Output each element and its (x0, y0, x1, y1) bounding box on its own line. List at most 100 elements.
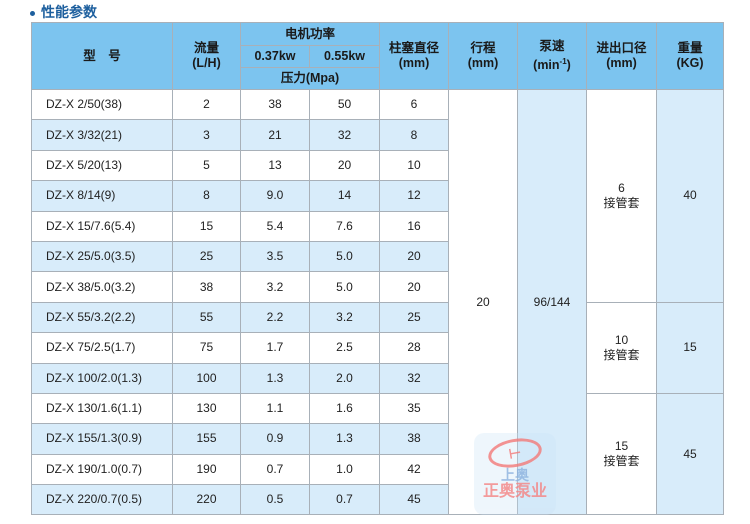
cell-plunger: 10 (379, 149, 449, 182)
cell-flow: 5 (172, 149, 241, 182)
table-row: DZ-X 5/20(13) 5 13 20 10 (31, 149, 724, 182)
header-flow: 流量 (L/H) (172, 22, 241, 90)
table-row: DZ-X 190/1.0(0.7) 190 0.7 1.0 42 (31, 453, 724, 486)
cell-pressure-055: 5.0 (309, 240, 380, 273)
cell-flow: 220 (172, 484, 241, 516)
cell-pressure-055: 1.6 (309, 392, 380, 425)
cell-model: DZ-X 3/32(21) (31, 119, 173, 151)
cell-plunger: 38 (379, 423, 449, 455)
cell-plunger: 20 (379, 271, 449, 303)
cell-plunger: 35 (379, 392, 449, 425)
cell-plunger: 8 (379, 119, 449, 151)
cell-model: DZ-X 220/0.7(0.5) (31, 484, 173, 516)
cell-flow: 155 (172, 423, 241, 455)
cell-flow: 55 (172, 301, 241, 334)
cell-plunger: 25 (379, 301, 449, 334)
cell-pressure-037: 1.1 (240, 392, 310, 425)
cell-model: DZ-X 55/3.2(2.2) (31, 301, 173, 334)
cell-model: DZ-X 2/50(38) (31, 88, 173, 121)
table-row: DZ-X 75/2.5(1.7) 75 1.7 2.5 28 (31, 332, 724, 364)
header-plunger: 柱塞直径 (mm) (379, 22, 449, 90)
cell-plunger: 28 (379, 332, 449, 364)
bullet-icon (30, 10, 35, 16)
logo-icon: ⊢ (485, 434, 545, 472)
cell-flow: 130 (172, 392, 241, 425)
header-pressure: 压力(Mpa) (240, 67, 380, 90)
cell-model: DZ-X 130/1.6(1.1) (31, 392, 173, 425)
cell-pressure-055: 3.2 (309, 301, 380, 334)
cell-model: DZ-X 190/1.0(0.7) (31, 453, 173, 486)
cell-model: DZ-X 15/7.6(5.4) (31, 210, 173, 242)
cell-pressure-055: 32 (309, 119, 380, 151)
table-row: DZ-X 15/7.6(5.4) 15 5.4 7.6 16 (31, 210, 724, 242)
cell-model: DZ-X 75/2.5(1.7) (31, 332, 173, 364)
cell-flow: 3 (172, 119, 241, 151)
cell-pressure-037: 0.9 (240, 423, 310, 455)
cell-weight: 15 (656, 301, 724, 394)
table-row: DZ-X 55/3.2(2.2) 55 2.2 3.2 25 10 接管套 15 (31, 301, 724, 394)
header-weight: 重量 (KG) (656, 22, 724, 90)
cell-pressure-055: 1.3 (309, 423, 380, 455)
cell-plunger: 16 (379, 210, 449, 242)
table-row: DZ-X 8/14(9) 8 9.0 14 12 (31, 180, 724, 212)
cell-flow: 190 (172, 453, 241, 486)
cell-pressure-055: 14 (309, 180, 380, 212)
cell-plunger: 32 (379, 362, 449, 394)
cell-pressure-055: 20 (309, 149, 380, 182)
header-speed: 泵速 (min-1) (517, 22, 587, 90)
cell-port: 6 接管套 (586, 89, 657, 303)
cell-pressure-037: 0.5 (240, 484, 310, 516)
cell-model: DZ-X 155/1.3(0.9) (31, 423, 173, 455)
header-port: 进出口径 (mm) (586, 22, 657, 90)
cell-pressure-037: 13 (240, 149, 310, 182)
cell-pressure-055: 0.7 (309, 484, 380, 516)
section-title: 性能参数 (30, 2, 97, 22)
cell-plunger: 42 (379, 453, 449, 486)
cell-plunger: 45 (379, 484, 449, 516)
cell-plunger: 20 (379, 240, 449, 273)
cell-port: 15 接管套 (586, 392, 657, 516)
cell-plunger: 6 (379, 88, 449, 121)
cell-pressure-037: 3.2 (240, 271, 310, 303)
cell-pressure-037: 21 (240, 119, 310, 151)
cell-pressure-037: 0.7 (240, 453, 310, 486)
cell-plunger: 12 (379, 180, 449, 212)
cell-flow: 38 (172, 271, 241, 303)
cell-model: DZ-X 38/5.0(3.2) (31, 271, 173, 303)
table-row: DZ-X 2/50(38) 2 38 50 6 20 96/144 6 接管套 40 (31, 88, 724, 516)
cell-model: DZ-X 8/14(9) (31, 180, 173, 212)
cell-pressure-055: 7.6 (309, 210, 380, 242)
cell-pressure-037: 38 (240, 88, 310, 121)
cell-pressure-055: 1.0 (309, 453, 380, 486)
watermark-logo: ⊢ 上奥 正奥泵业 (474, 433, 556, 515)
table-row: DZ-X 100/2.0(1.3) 100 1.3 2.0 32 (31, 362, 724, 394)
cell-port: 10 接管套 (586, 301, 657, 394)
cell-pressure-037: 1.3 (240, 362, 310, 394)
cell-pressure-055: 50 (309, 88, 380, 121)
table-row: DZ-X 3/32(21) 3 21 32 8 (31, 119, 724, 151)
cell-pressure-037: 5.4 (240, 210, 310, 242)
cell-flow: 8 (172, 180, 241, 212)
table-row: DZ-X 220/0.7(0.5) 220 0.5 0.7 45 (31, 484, 724, 516)
header-037kw: 0.37kw (240, 45, 310, 68)
table-row: DZ-X 130/1.6(1.1) 130 1.1 1.6 35 15 接管套 45 (31, 392, 724, 516)
cell-pressure-037: 3.5 (240, 240, 310, 273)
cell-pressure-055: 2.5 (309, 332, 380, 364)
cell-pressure-037: 9.0 (240, 180, 310, 212)
cell-flow: 15 (172, 210, 241, 242)
header-model: 型 号 (31, 22, 173, 90)
cell-flow: 75 (172, 332, 241, 364)
header-stroke: 行程 (mm) (448, 22, 518, 90)
cell-pressure-055: 2.0 (309, 362, 380, 394)
cell-stroke: 20 (448, 88, 518, 516)
table-row: DZ-X 25/5.0(3.5) 25 3.5 5.0 20 (31, 240, 724, 273)
cell-weight: 40 (656, 89, 724, 303)
cell-flow: 2 (172, 88, 241, 121)
cell-model: DZ-X 5/20(13) (31, 149, 173, 182)
performance-table: 型 号 流量 (L/H) 电机功率 柱塞直径 (mm) 行程 (mm) 泵速 (min-… (31, 22, 724, 516)
cell-pressure-037: 2.2 (240, 301, 310, 334)
header-055kw: 0.55kw (309, 45, 380, 68)
cell-pressure-037: 1.7 (240, 332, 310, 364)
cell-flow: 25 (172, 240, 241, 273)
cell-model: DZ-X 25/5.0(3.5) (31, 240, 173, 273)
